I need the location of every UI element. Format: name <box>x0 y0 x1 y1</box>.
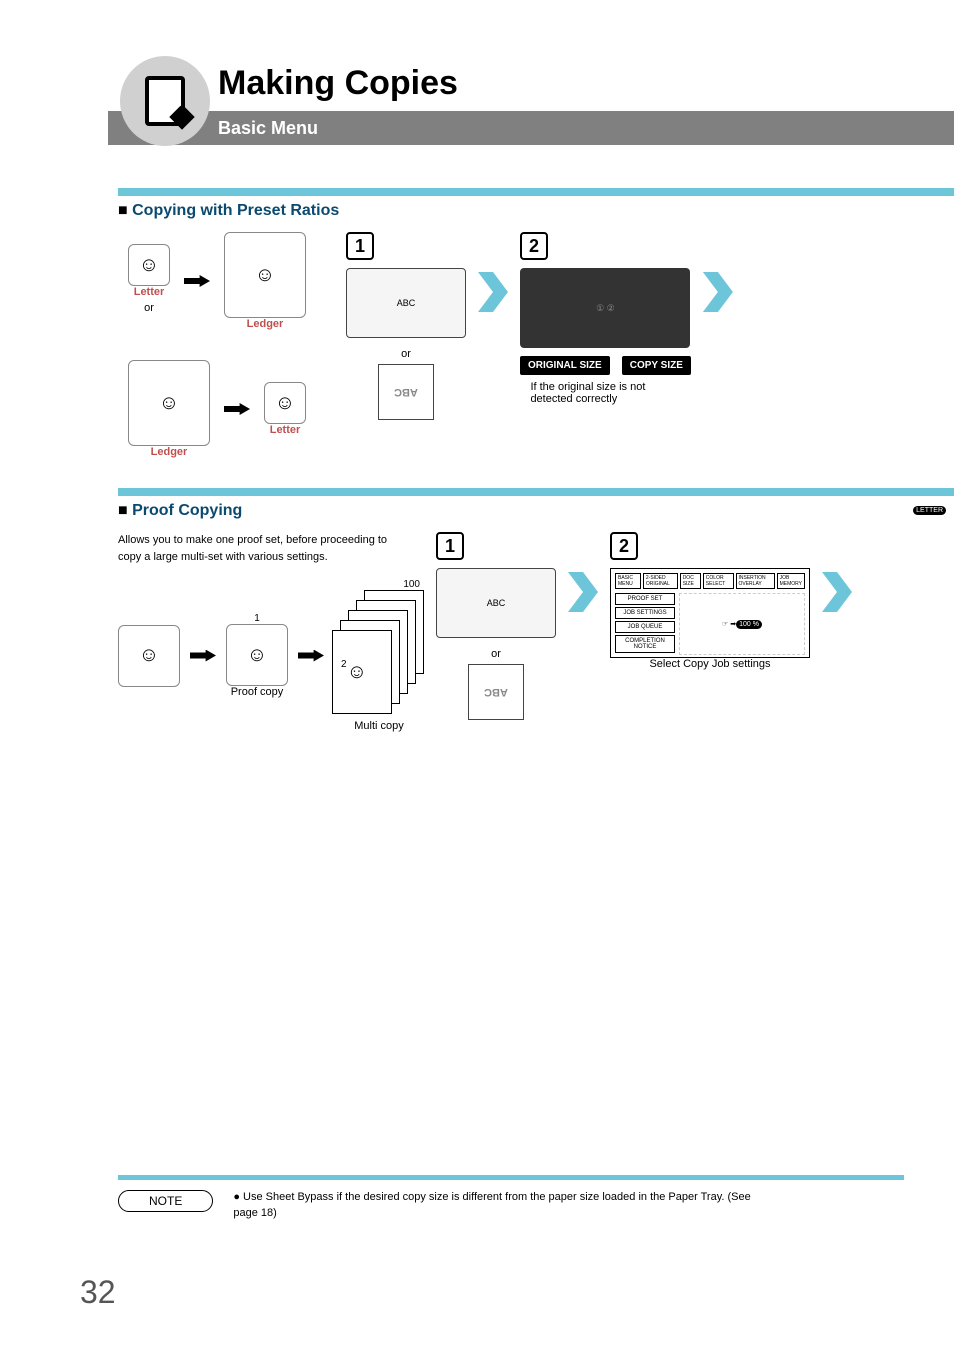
step-number: 1 <box>436 532 464 560</box>
arrow-icon <box>298 650 324 662</box>
divider <box>118 488 954 496</box>
step-caption: If the original size is not detected cor… <box>530 381 680 405</box>
chapter-icon <box>120 56 210 146</box>
step-1: 1 ABC or ABC <box>346 232 466 420</box>
chevron-icon <box>703 272 733 312</box>
proof-set-button[interactable]: PROOF SET <box>615 593 675 605</box>
control-panel-illustration: ① ② <box>520 268 690 348</box>
tab[interactable]: BASIC MENU <box>615 573 641 589</box>
step-1: 1 ABC or ABC <box>436 532 556 720</box>
chapter-title: Making Copies <box>218 64 954 103</box>
or-text: or <box>144 302 154 314</box>
step-number: 2 <box>610 532 638 560</box>
section-title: Proof Copying <box>118 502 934 520</box>
or-text: or <box>401 348 411 360</box>
proof-index: 1 <box>254 613 260 624</box>
page-number: 32 <box>80 1274 116 1311</box>
page-icon <box>145 76 185 126</box>
multi-copy-label: Multi copy <box>354 720 404 732</box>
arrow-icon <box>184 275 210 287</box>
chapter-subtitle: Basic Menu <box>108 111 954 145</box>
copy-size-button[interactable]: COPY SIZE <box>622 356 691 375</box>
or-text: or <box>491 648 501 660</box>
tab[interactable]: COLOR SELECT <box>703 573 734 589</box>
platen-illustration: ABC <box>378 364 434 420</box>
original-thumbnail: ☺ <box>118 625 180 687</box>
touchscreen-illustration: BASIC MENU 2-SIDED ORIGINAL DOC SIZE COL… <box>610 568 810 658</box>
completion-notice-button[interactable]: COMPLETION NOTICE <box>615 635 675 653</box>
chevron-icon <box>478 272 508 312</box>
proof-intro: Allows you to make one proof set, before… <box>118 532 428 732</box>
adf-illustration: ABC <box>346 268 466 338</box>
multi-count: 100 <box>403 579 420 590</box>
note-label: NOTE <box>118 1190 213 1212</box>
adf-illustration: ABC <box>436 568 556 638</box>
step-number: 2 <box>520 232 548 260</box>
original-thumbnail: ☺ <box>128 244 170 286</box>
size-label: Letter <box>270 424 301 436</box>
size-examples: ☺ Letter or ☺ Ledger ☺ Ledge <box>128 232 306 458</box>
tab[interactable]: INSERTION OVERLAY <box>736 573 775 589</box>
size-label: Letter <box>134 286 165 298</box>
job-queue-button[interactable]: JOB QUEUE <box>615 621 675 633</box>
chapter-header: Making Copies Basic Menu <box>108 58 954 156</box>
arrow-icon <box>190 650 216 662</box>
job-settings-button[interactable]: JOB SETTINGS <box>615 607 675 619</box>
note-section: NOTE Use Sheet Bypass if the desired cop… <box>118 1175 904 1221</box>
step-caption: Select Copy Job settings <box>649 658 770 670</box>
intro-text: Allows you to make one proof set, before… <box>118 532 398 565</box>
note-text: Use Sheet Bypass if the desired copy siz… <box>233 1190 753 1221</box>
size-label: Ledger <box>151 446 188 458</box>
chevron-icon <box>568 572 598 612</box>
tab[interactable]: 2-SIDED ORIGINAL <box>643 573 678 589</box>
section-preset-ratios: Copying with Preset Ratios ☺ Letter or ☺ <box>118 202 934 458</box>
chevron-icon <box>822 572 852 612</box>
copy-thumbnail: ☺ <box>224 232 306 318</box>
step-2: 2 ① ② ORIGINAL SIZE COPY SIZE If the ori… <box>520 232 691 405</box>
copy-thumbnail: ☺ <box>264 382 306 424</box>
section-title: Copying with Preset Ratios <box>118 202 934 220</box>
proof-copy-thumbnail: ☺ <box>226 624 288 686</box>
divider <box>118 188 954 196</box>
divider <box>118 1175 904 1180</box>
multi-copy-stack: 2☺ <box>334 590 424 720</box>
tab[interactable]: DOC SIZE <box>680 573 701 589</box>
section-proof-copying: Proof Copying Allows you to make one pro… <box>118 502 934 732</box>
step-2: 2 BASIC MENU 2-SIDED ORIGINAL DOC SIZE C… <box>610 532 810 670</box>
ratio-badge: 100 % <box>736 620 762 629</box>
platen-illustration: ABC <box>468 664 524 720</box>
tab[interactable]: JOB MEMORY <box>777 573 805 589</box>
proof-copy-label: Proof copy <box>231 686 284 698</box>
step-number: 1 <box>346 232 374 260</box>
original-size-button[interactable]: ORIGINAL SIZE <box>520 356 610 375</box>
size-badge: LETTER <box>913 506 946 515</box>
arrow-icon <box>224 403 250 415</box>
size-label: Ledger <box>247 318 284 330</box>
original-thumbnail: ☺ <box>128 360 210 446</box>
